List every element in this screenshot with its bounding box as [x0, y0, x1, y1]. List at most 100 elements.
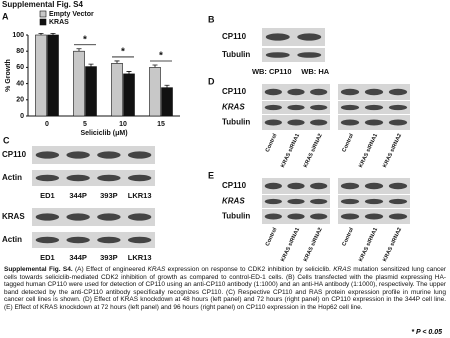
legend-label: KRAS	[49, 19, 69, 26]
error-bar	[114, 60, 120, 64]
annotation: *	[83, 34, 87, 45]
lane-label: KRAS siRNA1	[358, 133, 379, 169]
blot-band	[364, 88, 384, 96]
blot-band	[265, 52, 290, 58]
lane-label: WB: HA	[301, 67, 329, 76]
blot-band	[264, 213, 282, 220]
row-label: Actin	[2, 235, 22, 244]
bar	[85, 66, 97, 117]
blot-band	[66, 213, 90, 221]
error-bar	[152, 64, 158, 68]
blot-band	[310, 104, 328, 111]
row-label: Tubulin	[222, 50, 250, 59]
error-bar	[76, 48, 82, 52]
row-label: KRAS	[222, 103, 245, 112]
blot-band	[364, 119, 384, 126]
blot-band	[264, 198, 282, 205]
annotation: *	[121, 47, 125, 58]
lane-label: LKR13	[128, 191, 152, 200]
lane-label: LKR13	[128, 253, 152, 262]
blot-band	[97, 151, 121, 159]
blot-band	[340, 182, 360, 190]
blot-band	[264, 88, 282, 96]
blot-band	[388, 104, 408, 111]
figure: Supplemental Fig. S4 A % Growth 0 20 40 60 80 1…	[2, 0, 410, 263]
blot-band	[287, 119, 305, 126]
blot-strip	[32, 170, 155, 186]
blot-band	[264, 119, 282, 126]
caption-text: (A) Effect of engineered	[72, 266, 148, 273]
lane-label: KRAS siRNA2	[382, 227, 403, 263]
blot-band	[340, 104, 360, 111]
blot-band	[364, 182, 384, 190]
error-bar	[50, 32, 56, 35]
blot-band	[310, 88, 328, 96]
blot-band	[287, 182, 305, 190]
caption-text: KRAS	[333, 266, 351, 273]
lane-label: 344P	[69, 191, 87, 200]
lane-label: Control	[341, 227, 355, 248]
blot-band	[364, 198, 384, 205]
caption-text: expression on response to CDK2 inhibitio…	[165, 266, 334, 273]
blot-band	[388, 182, 408, 190]
blot-band	[340, 198, 360, 205]
row-label: Actin	[2, 173, 22, 182]
blot-band	[127, 174, 152, 182]
row-label: CP110	[2, 150, 27, 159]
row-label: CP110	[222, 87, 247, 96]
lane-label: ED1	[40, 253, 55, 262]
blot-band	[364, 213, 384, 220]
lane-label: KRAS siRNA2	[303, 133, 324, 169]
lane-label: ED1	[40, 191, 55, 200]
lane-label: KRAS siRNA1	[280, 227, 301, 263]
blot-band	[310, 182, 328, 190]
lane-label: Control	[265, 227, 279, 248]
lane-label: 393P	[100, 191, 118, 200]
blot-band	[287, 104, 305, 111]
bar	[111, 63, 123, 117]
blot-band	[97, 174, 121, 182]
y-tick-label: 100	[12, 32, 24, 39]
significance: * P < 0.05	[411, 329, 442, 336]
blot-band	[35, 174, 60, 182]
blot-band	[287, 213, 305, 220]
bar	[35, 34, 47, 117]
y-tick-label: 40	[16, 80, 24, 87]
blot-strip	[32, 208, 155, 226]
blot-band	[35, 151, 60, 159]
blot-band	[287, 88, 305, 96]
blot-strip	[32, 146, 155, 164]
blot-band	[388, 119, 408, 126]
panel-label: B	[208, 14, 215, 24]
row-label: CP110	[222, 181, 247, 190]
y-axis-label: % Growth	[5, 59, 12, 92]
blot-band	[97, 213, 121, 221]
blot-band	[340, 213, 360, 220]
lane-label: Control	[265, 133, 279, 154]
bar	[161, 87, 173, 117]
blot-band	[66, 151, 90, 159]
lane-label: 393P	[100, 253, 118, 262]
blot-band	[127, 213, 152, 221]
blot-band	[388, 88, 408, 96]
lane-label: KRAS siRNA1	[280, 133, 301, 169]
x-tick-label: 10	[119, 121, 127, 128]
blot-band	[388, 213, 408, 220]
blot-band	[310, 198, 328, 205]
lane-label: WB: CP110	[252, 67, 292, 76]
blot-band	[127, 236, 152, 244]
row-label: CP110	[222, 32, 247, 41]
error-bar	[126, 71, 132, 74]
row-label: KRAS	[2, 212, 25, 221]
legend-swatch	[39, 18, 47, 26]
figure-title: Supplemental Fig. S4	[2, 0, 83, 9]
blot-band	[340, 119, 360, 126]
blot-band	[340, 88, 360, 96]
blot-band	[297, 52, 322, 58]
y-tick-label: 20	[16, 97, 24, 104]
blot-band	[127, 151, 152, 159]
blot-band	[297, 33, 322, 41]
bar	[73, 50, 85, 117]
bar	[123, 73, 135, 117]
x-tick-label: 0	[45, 121, 49, 128]
